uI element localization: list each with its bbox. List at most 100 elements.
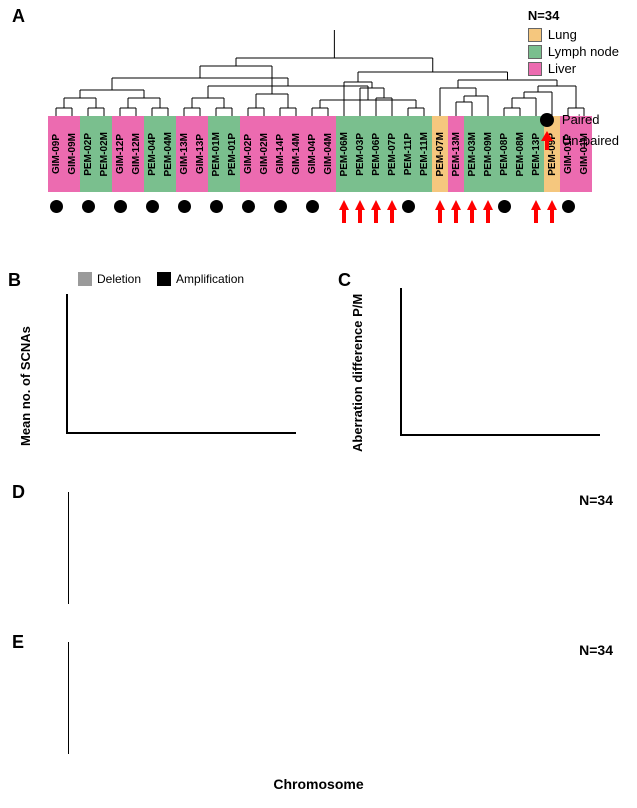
paired-marker [48, 196, 64, 236]
panel-c-ylabel: Aberration difference P/M [350, 294, 365, 452]
panel-c-plot [400, 288, 600, 436]
unpaired-arrow-icon [540, 131, 554, 149]
panel-b-label: B [8, 270, 21, 291]
panel-a: A GIM-09PGIM-09MPEM-02PPEM-02MGIM-12PGIM… [8, 8, 629, 268]
unpaired-marker [368, 196, 384, 236]
paired-marker [560, 196, 576, 236]
paired-marker [496, 196, 512, 236]
panel-d: D N=34 [8, 486, 629, 626]
tissue-swatch [528, 62, 542, 76]
paired-marker [272, 196, 288, 236]
paired-dot-icon [178, 200, 191, 213]
sample-leaf: GIM-13M [176, 116, 192, 192]
deletion-swatch [78, 272, 92, 286]
sample-leaf: PEM-13M [448, 116, 464, 192]
paired-dot-icon [402, 200, 415, 213]
sample-leaf: PEM-06P [368, 116, 384, 192]
pairing-legend: Paired Un-paired [540, 108, 619, 153]
sample-leaf: GIM-14P [272, 116, 288, 192]
unpaired-marker [336, 196, 352, 236]
sample-leaf: GIM-13P [192, 116, 208, 192]
panel-e-n: N=34 [579, 642, 613, 658]
paired-marker [240, 196, 256, 236]
unpaired-marker [448, 196, 464, 236]
sample-leaf: PEM-06M [336, 116, 352, 192]
sample-leaf: GIM-09P [48, 116, 64, 192]
chromosome-axis-label: Chromosome [8, 776, 629, 800]
paired-marker [144, 196, 160, 236]
panel-b-plot [66, 294, 296, 434]
sample-leaf: PEM-03P [352, 116, 368, 192]
sample-leaf: PEM-02P [80, 116, 96, 192]
paired-dot-icon [498, 200, 511, 213]
sample-leaf: PEM-04M [160, 116, 176, 192]
sample-leaf: PEM-08P [496, 116, 512, 192]
panel-d-label: D [12, 482, 25, 503]
unpaired-marker [480, 196, 496, 236]
n-label: N=34 [528, 8, 619, 23]
unpaired-arrow-icon [435, 200, 445, 210]
amplification-swatch [157, 272, 171, 286]
unpaired-arrow-icon [355, 200, 365, 210]
paired-dot-icon [562, 200, 575, 213]
sample-leaf: GIM-09M [64, 116, 80, 192]
tissue-legend: N=34 LungLymph nodeLiver [528, 8, 619, 78]
unpaired-arrow-icon [483, 200, 493, 210]
unpaired-arrow-icon [371, 200, 381, 210]
sample-leaf: PEM-04P [144, 116, 160, 192]
paired-dot-icon [540, 113, 554, 127]
unpaired-marker [528, 196, 544, 236]
unpaired-marker [464, 196, 480, 236]
unpaired-arrow-icon [451, 200, 461, 210]
unpaired-arrow-icon [547, 200, 557, 210]
panel-b-ylabel: Mean no. of SCNAs [18, 326, 33, 446]
sample-leaf: PEM-09M [480, 116, 496, 192]
panel-c-label: C [338, 270, 351, 291]
unpaired-marker [544, 196, 560, 236]
paired-dot-icon [114, 200, 127, 213]
paired-dot-icon [210, 200, 223, 213]
panel-b: B Deletion Amplification Mean no. of SCN… [8, 276, 308, 476]
paired-marker [176, 196, 192, 236]
sample-leaf: PEM-03M [464, 116, 480, 192]
panel-a-label: A [12, 6, 25, 27]
sample-leaf: PEM-02M [96, 116, 112, 192]
panel-d-plot: N=34 [68, 492, 617, 604]
panel-e: E N=34 [8, 636, 629, 776]
sample-leaf: GIM-02M [256, 116, 272, 192]
sample-leaf: PEM-01M [208, 116, 224, 192]
sample-leaf: GIM-12P [112, 116, 128, 192]
paired-marker [304, 196, 320, 236]
panel-e-plot: N=34 [68, 642, 617, 754]
paired-dot-icon [82, 200, 95, 213]
paired-marker [112, 196, 128, 236]
paired-dot-icon [50, 200, 63, 213]
paired-dot-icon [306, 200, 319, 213]
sample-leaf: GIM-02P [240, 116, 256, 192]
panel-c: C Aberration difference P/M [338, 276, 628, 476]
panel-d-n: N=34 [579, 492, 613, 508]
unpaired-marker [432, 196, 448, 236]
paired-dot-icon [146, 200, 159, 213]
sample-leaf: GIM-14M [288, 116, 304, 192]
unpaired-marker [384, 196, 400, 236]
paired-marker [80, 196, 96, 236]
sample-leaf: PEM-07P [384, 116, 400, 192]
dendrogram [48, 12, 608, 116]
unpaired-arrow-icon [339, 200, 349, 210]
sample-leaf: GIM-04P [304, 116, 320, 192]
sample-leaf: PEM-01P [224, 116, 240, 192]
paired-dot-icon [274, 200, 287, 213]
paired-marker [400, 196, 416, 236]
unpaired-arrow-icon [467, 200, 477, 210]
panel-b-legend: Deletion Amplification [78, 272, 244, 286]
tissue-swatch [528, 28, 542, 42]
panel-e-label: E [12, 632, 24, 653]
sample-leaf: PEM-08M [512, 116, 528, 192]
tissue-swatch [528, 45, 542, 59]
paired-marker [208, 196, 224, 236]
paired-dot-icon [242, 200, 255, 213]
sample-leaf: PEM-11M [416, 116, 432, 192]
pair-markers [48, 196, 592, 236]
sample-leaf: GIM-12M [128, 116, 144, 192]
